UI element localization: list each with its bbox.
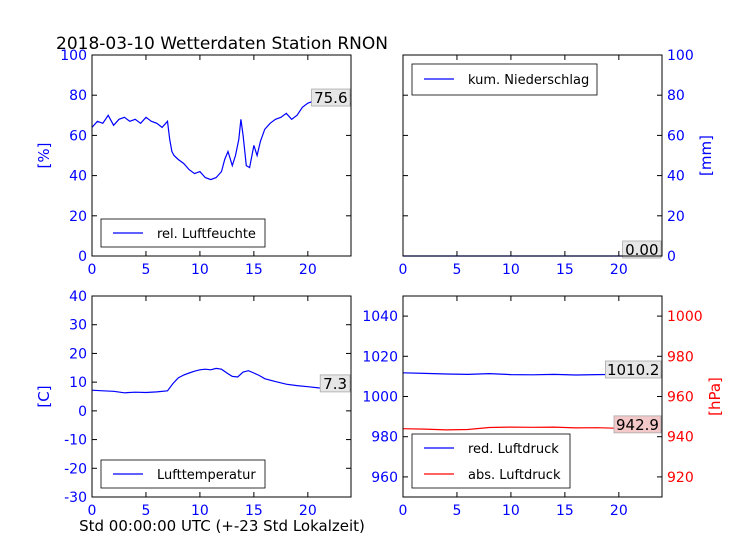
y-tick-label: -30	[64, 490, 87, 506]
legend-entry: abs. Luftdruck	[468, 468, 561, 483]
y-tick-label: -10	[64, 433, 87, 449]
y-tick-label-right: 980	[667, 349, 694, 365]
series-line-0	[92, 367, 351, 394]
x-tick-label: 20	[610, 262, 628, 278]
y-tick-label-right: 920	[667, 470, 694, 486]
x-tick-label: 5	[141, 503, 150, 519]
y-axis-label: [mm]	[697, 135, 715, 176]
y-tick-label: 0	[78, 404, 87, 420]
x-tick-label: 0	[88, 503, 97, 519]
plot-frame	[402, 295, 663, 498]
y-tick-label: 100	[60, 48, 87, 64]
x-tick-label: 20	[610, 503, 628, 519]
y-tick-label: 30	[69, 318, 87, 334]
y-axis-label-right: [hPa]	[706, 377, 724, 416]
x-tick-label: 5	[141, 262, 150, 278]
y-tick-label: 1000	[362, 390, 398, 406]
x-tick-label: 20	[299, 262, 317, 278]
value-label: 7.3	[323, 375, 347, 393]
y-tick-label: 960	[371, 470, 398, 486]
y-tick-label: 60	[69, 128, 87, 144]
x-tick-label: 15	[556, 503, 574, 519]
value-label: 0.00	[625, 241, 658, 259]
y-tick-label: 80	[69, 88, 87, 104]
legend: rel. Luftfeuchte	[100, 218, 266, 248]
value-label-box	[319, 374, 351, 393]
y-tick-label-right: 1000	[667, 309, 703, 325]
x-tick-label: 10	[502, 503, 520, 519]
legend-entry: rel. Luftfeuchte	[157, 227, 256, 242]
plot-frame	[91, 295, 352, 498]
y-tick-label: 20	[69, 209, 87, 225]
value-label-box	[622, 240, 662, 259]
x-tick-label: 20	[299, 503, 317, 519]
x-tick-label: 0	[88, 262, 97, 278]
y-tick-label: 40	[69, 169, 87, 185]
x-tick-label: 10	[502, 262, 520, 278]
value-label-box	[311, 88, 351, 107]
y-tick-label: 1040	[362, 309, 398, 325]
x-tick-label: 0	[399, 503, 408, 519]
y-tick-label: 40	[667, 169, 685, 185]
value-label-box	[613, 415, 662, 434]
series-line-0	[92, 100, 351, 181]
value-label: 75.6	[314, 89, 347, 107]
legend: Lufttemperatur	[100, 459, 266, 489]
y-tick-label: 0	[78, 249, 87, 265]
x-tick-label: 15	[245, 262, 263, 278]
y-tick-label: 20	[667, 209, 685, 225]
y-tick-label: 40	[69, 289, 87, 305]
y-tick-label: 60	[667, 128, 685, 144]
legend: red. Luftdruck abs. Luftdruck	[411, 433, 571, 489]
y-tick-label: -20	[64, 461, 87, 477]
legend-box	[411, 433, 571, 489]
y-tick-label: 10	[69, 375, 87, 391]
x-tick-label: 10	[191, 262, 209, 278]
value-label-box	[605, 360, 662, 379]
y-tick-label-right: 940	[667, 430, 694, 446]
y-axis-label: [%]	[35, 143, 53, 169]
panel-bottom-left: 0 5 10 15 20 -30 -20 -10 0 10 20 30 40 [C] 7.3 Lufttemp…	[35, 289, 352, 519]
value-label: 942.9	[616, 416, 659, 434]
plot-frame	[91, 54, 352, 257]
x-tick-label: 10	[191, 503, 209, 519]
y-tick-label-right: 960	[667, 390, 694, 406]
y-tick-label: 1020	[362, 349, 398, 365]
legend-entry: Lufttemperatur	[157, 468, 256, 483]
y-tick-label: 980	[371, 430, 398, 446]
x-tick-label: 0	[399, 262, 408, 278]
value-label: 1010.2	[607, 361, 660, 379]
legend-entry: kum. Niederschlag	[468, 73, 589, 88]
figure-title: 2018-03-10 Wetterdaten Station RNON	[56, 34, 388, 54]
panel-top-left: 0 5 10 15 20 0 20 40 60 80 100 [%] 75.6 rel. Luftfeuc…	[35, 48, 352, 278]
x-tick-label: 5	[452, 262, 461, 278]
x-tick-label: 5	[452, 503, 461, 519]
panel-top-right: 0 5 10 15 20 0 20 40 60 80 100 [mm] 0.00 kum. Nieders…	[399, 48, 715, 278]
x-tick-label: 15	[245, 503, 263, 519]
y-tick-label: 80	[667, 88, 685, 104]
y-tick-label: 0	[667, 249, 676, 265]
x-axis-label: Std 00:00:00 UTC (+-23 Std Lokalzeit)	[79, 517, 365, 535]
legend-entry: red. Luftdruck	[468, 442, 559, 457]
y-tick-label: 20	[69, 346, 87, 362]
y-axis-label: [C]	[35, 385, 53, 407]
y-tick-label: 100	[667, 48, 694, 64]
legend: kum. Niederschlag	[411, 63, 598, 96]
panel-bottom-right: 0 5 10 15 20 960 980 1000 1020 1040 920 940 960 980 10…	[362, 295, 724, 519]
plot-frame	[402, 54, 663, 257]
x-tick-label: 15	[556, 262, 574, 278]
